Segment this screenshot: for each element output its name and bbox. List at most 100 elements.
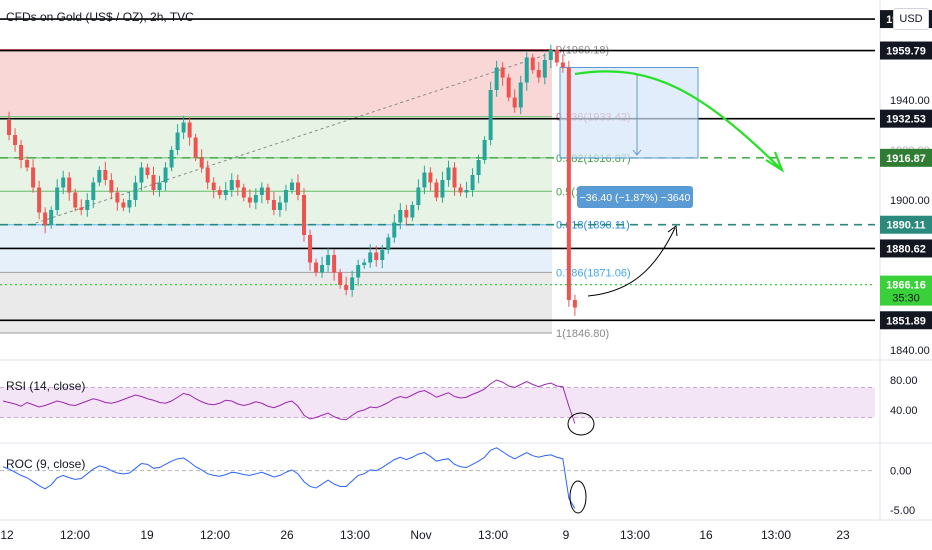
- candle-body: [43, 212, 48, 225]
- time-tick: 23: [836, 528, 850, 542]
- candle-body: [199, 157, 204, 168]
- candle-body: [446, 167, 451, 180]
- candle: [530, 53, 535, 74]
- price-badge: 1890.11: [886, 220, 925, 232]
- currency-button[interactable]: USD: [893, 8, 929, 30]
- candle: [265, 183, 270, 204]
- candle-body: [320, 265, 325, 273]
- candle-body: [362, 262, 367, 265]
- candle: [548, 44, 553, 69]
- price-badge-bg: [880, 311, 932, 330]
- candle: [97, 166, 102, 187]
- candle-body: [404, 210, 409, 218]
- candle: [139, 162, 144, 191]
- roc-tick: 0.00: [890, 466, 911, 478]
- countdown-bg: [880, 289, 932, 306]
- candle-body: [205, 167, 210, 183]
- candle-body: [289, 182, 294, 190]
- rebound-curve: [587, 227, 676, 297]
- candle: [350, 270, 355, 297]
- candle-body: [85, 200, 90, 210]
- candle-body: [49, 210, 54, 225]
- price-badge-bg: [880, 41, 932, 60]
- candle: [482, 136, 487, 164]
- candle: [193, 133, 198, 162]
- candle: [344, 276, 349, 296]
- candle: [199, 149, 204, 173]
- candle-body: [151, 175, 156, 190]
- candle-body: [464, 190, 469, 193]
- candle-body: [247, 197, 252, 203]
- candle: [368, 244, 373, 268]
- candle: [380, 244, 385, 269]
- candle-body: [121, 202, 126, 208]
- candle-body: [211, 182, 216, 190]
- candle: [536, 61, 541, 83]
- candle: [151, 166, 156, 196]
- candle: [181, 115, 186, 140]
- candle-body: [31, 167, 36, 188]
- candle-body: [133, 182, 138, 200]
- candle: [217, 186, 222, 199]
- candle-body: [193, 137, 198, 158]
- price-badge: 1880.62: [886, 243, 926, 255]
- candle: [253, 188, 258, 210]
- candle-body: [145, 167, 150, 175]
- candle-body: [79, 207, 84, 210]
- time-tick: 13:00: [340, 528, 370, 542]
- candle: [79, 199, 84, 216]
- candle: [283, 184, 288, 211]
- rebound-arrowhead: [667, 225, 678, 237]
- candle: [127, 191, 132, 213]
- candle: [49, 206, 54, 229]
- measure-label: −36.40 (−1.87%) −3640: [580, 192, 691, 204]
- candle-body: [506, 77, 511, 98]
- candle: [55, 179, 60, 216]
- candle-body: [338, 272, 343, 285]
- candle-body: [536, 70, 541, 78]
- rsi-highlight-circle: [567, 412, 595, 436]
- candle-body: [344, 285, 349, 290]
- candle-body: [392, 222, 397, 238]
- measure-label-bg: [577, 186, 693, 208]
- candle: [362, 258, 367, 269]
- candle: [476, 154, 481, 184]
- candle: [19, 139, 24, 169]
- chart-title: CFDs on Gold (US$ / OZ), 2h, TVC: [6, 10, 194, 24]
- rsi-tick: 80.00: [890, 375, 918, 387]
- candle: [295, 174, 300, 201]
- time-tick: 26: [280, 528, 294, 542]
- candle: [235, 174, 240, 196]
- candle-body: [554, 50, 559, 63]
- candle: [332, 249, 337, 281]
- candle-body: [326, 255, 331, 265]
- candle-body: [13, 135, 18, 145]
- candle: [404, 204, 409, 226]
- roc-tick: -5.00: [890, 505, 915, 517]
- candle-body: [458, 187, 463, 193]
- candle-body: [37, 187, 42, 213]
- time-tick: 12:00: [60, 528, 90, 542]
- candle: [157, 175, 162, 197]
- candle-body: [19, 145, 24, 160]
- candle-body: [109, 180, 114, 193]
- candle: [121, 198, 126, 212]
- candle: [103, 161, 108, 186]
- candle: [241, 183, 246, 202]
- candle-body: [386, 237, 391, 250]
- price-tick: 1940.00: [890, 95, 930, 107]
- candle-body: [277, 202, 282, 210]
- time-tick: 13:00: [620, 528, 650, 542]
- time-tick: 19: [140, 528, 154, 542]
- candle-body: [229, 180, 234, 190]
- roc-line: [2, 447, 576, 509]
- candle: [37, 180, 42, 220]
- candle: [356, 259, 361, 286]
- candle: [205, 160, 210, 190]
- candle-body: [452, 167, 457, 188]
- candle-body: [259, 187, 264, 195]
- fib-zone-0: [0, 49, 552, 117]
- candle: [187, 117, 192, 146]
- rsi-line: [2, 379, 576, 424]
